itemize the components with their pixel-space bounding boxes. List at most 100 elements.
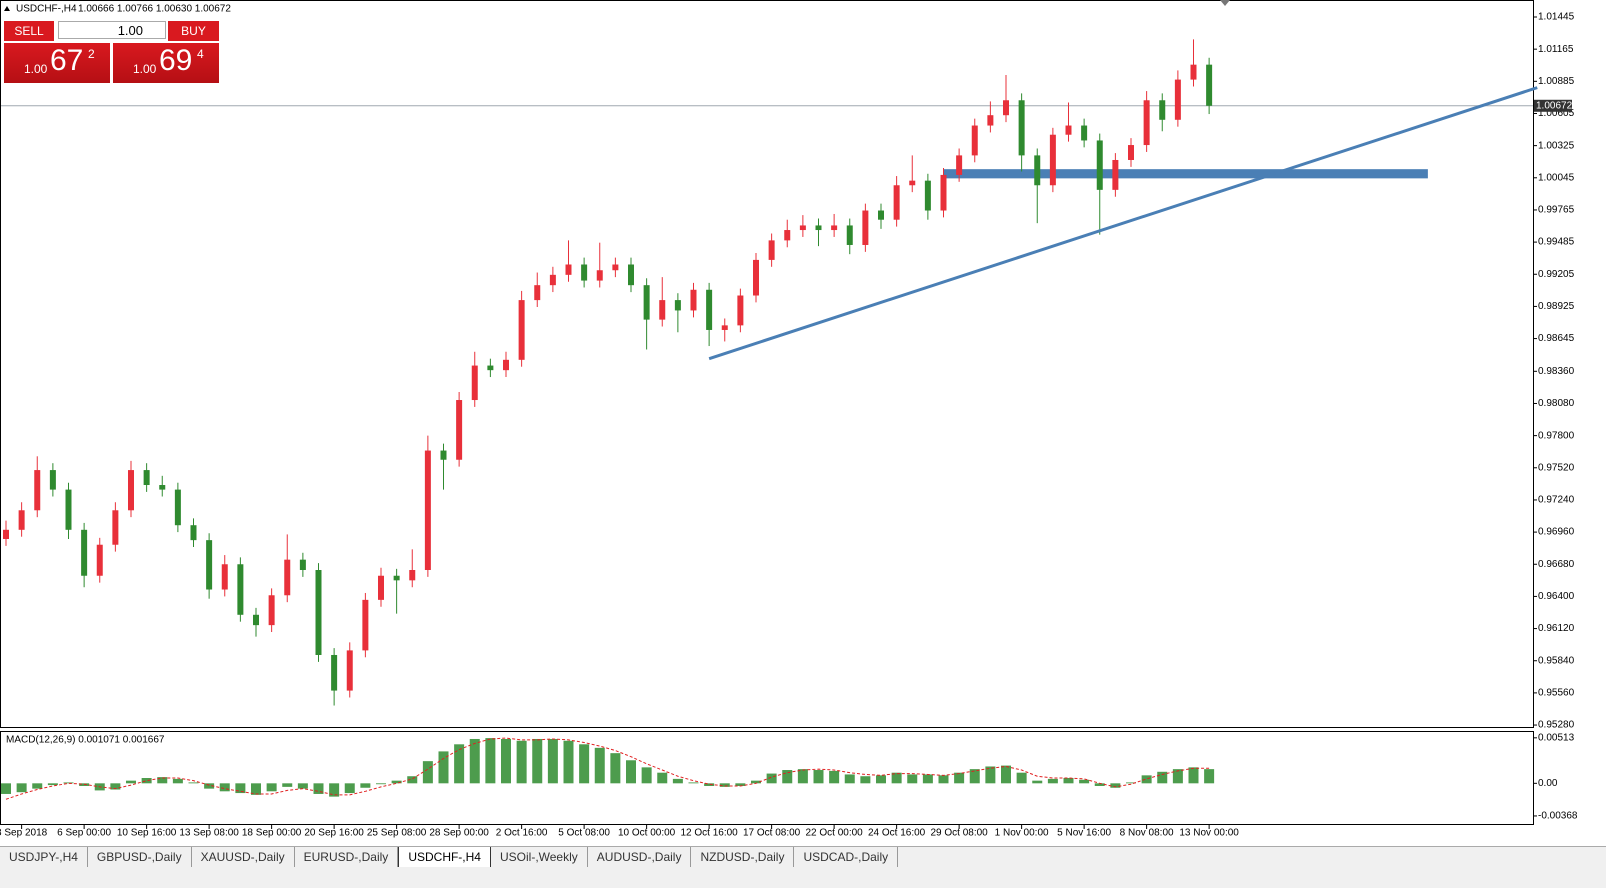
macd-bar — [516, 740, 527, 784]
macd-bar — [797, 769, 808, 784]
x-tick-label: 6 Sep 00:00 — [57, 828, 111, 839]
candle-body — [190, 525, 197, 541]
macd-signal — [5, 737, 1210, 800]
macd-bar — [782, 770, 793, 784]
candle-body — [112, 510, 119, 545]
candle-body — [331, 654, 338, 691]
tab[interactable]: USDCAD-,Daily — [794, 847, 899, 867]
sell-price[interactable]: 1.00 67 2 — [4, 43, 110, 83]
tab[interactable]: USOil-,Weekly — [491, 847, 588, 867]
sell-button[interactable]: SELL — [4, 21, 54, 41]
macd-bar — [766, 773, 777, 784]
y-tick-label: 0.98645 — [1538, 333, 1575, 344]
macd-bar — [985, 766, 996, 784]
price-sup: 2 — [88, 47, 95, 61]
candle-body — [128, 470, 134, 511]
buy-button[interactable]: BUY — [168, 21, 219, 41]
macd-bar — [141, 778, 152, 784]
candle-body — [518, 300, 525, 360]
symbol: USDCHF-,H4 — [16, 4, 77, 15]
price-big: 69 — [159, 44, 193, 77]
candle-body — [1049, 134, 1056, 186]
candle-body — [1003, 100, 1009, 116]
y-tick-label: 0.00513 — [1538, 732, 1575, 743]
macd-bar — [297, 783, 308, 789]
tab[interactable]: EURUSD-,Daily — [295, 847, 399, 867]
candle-body — [1081, 125, 1088, 141]
candle-body — [768, 240, 775, 260]
x-tick-label: 12 Oct 16:00 — [680, 828, 738, 839]
candle-body — [1190, 64, 1197, 80]
macd-bar — [1204, 769, 1215, 784]
trendline — [708, 86, 1538, 361]
tab[interactable]: USDJPY-,H4 — [0, 847, 88, 867]
candle-body — [846, 225, 853, 245]
candle-body — [284, 559, 291, 596]
trade-panel: SELL 1.00 BUY 1.00 67 2 1.00 69 4 — [4, 20, 219, 84]
candle-body — [503, 359, 509, 371]
macd-bar — [876, 775, 886, 784]
candle-body — [1112, 159, 1119, 190]
candle-body — [299, 559, 306, 571]
price-big: 67 — [50, 44, 84, 77]
candle-body — [690, 289, 697, 311]
candle-body — [1018, 100, 1025, 156]
lot-input[interactable]: 1.00 — [58, 21, 166, 39]
y-tick-label: 1.01445 — [1538, 12, 1575, 23]
macd-title: MACD(12,26,9) 0.001071 0.001667 — [6, 735, 165, 746]
buy-price[interactable]: 1.00 69 4 — [113, 43, 219, 83]
macd-bar — [47, 783, 58, 786]
tab[interactable]: XAUUSD-,Daily — [192, 847, 295, 867]
candle-body — [643, 285, 650, 320]
current-price-box — [1534, 99, 1572, 112]
candle-body — [784, 230, 791, 241]
macd-bar — [860, 776, 871, 784]
y-tick-label: 0.97520 — [1538, 462, 1575, 473]
macd-bar — [1079, 779, 1090, 784]
x-tick-label: 2 Oct 16:00 — [496, 828, 548, 839]
candle-body — [612, 264, 619, 271]
y-tick-label: 1.00885 — [1538, 76, 1575, 87]
candle-body — [628, 264, 634, 286]
macd-bar — [469, 738, 480, 784]
y-tick-label: 1.00605 — [1538, 108, 1575, 119]
candle-body — [971, 125, 978, 156]
x-tick-label: 20 Sep 16:00 — [304, 828, 364, 839]
candle-body — [1034, 155, 1041, 186]
price-pane — [0, 0, 1534, 728]
chart-tabs: USDJPY-,H4 GBPUSD-,Daily XAUUSD-,Daily EURU… — [0, 846, 1606, 867]
candle-body — [1174, 79, 1181, 120]
macd-bar — [579, 744, 590, 784]
candle-body — [346, 650, 353, 691]
y-tick-label: 1.00045 — [1538, 172, 1575, 183]
tab[interactable]: AUDUSD-,Daily — [588, 847, 692, 867]
macd-bar — [672, 778, 683, 784]
y-tick-label: 0.99485 — [1538, 237, 1575, 248]
candle-body — [831, 225, 838, 231]
macd-bar — [1141, 775, 1152, 784]
macd-bar — [829, 770, 840, 784]
y-tick-label: 1.01165 — [1538, 44, 1574, 55]
y-tick-label: 0.00 — [1538, 778, 1558, 789]
macd-bar — [1047, 778, 1058, 784]
candle-body — [1128, 145, 1134, 160]
macd-bar — [407, 776, 418, 784]
candle-body — [659, 300, 666, 320]
x-tick-label: 10 Sep 16:00 — [117, 828, 177, 839]
candle-body — [143, 470, 150, 486]
candle-body — [940, 174, 947, 211]
tab[interactable]: USDCHF-,H4 — [398, 847, 491, 867]
macd-bar — [1110, 783, 1121, 788]
tab[interactable]: GBPUSD-,Daily — [88, 847, 192, 867]
y-tick-label: 0.99205 — [1538, 269, 1575, 280]
y-tick-label: 0.99765 — [1538, 205, 1575, 216]
tab[interactable]: NZDUSD-,Daily — [691, 847, 795, 867]
x-tick-label: 29 Oct 08:00 — [930, 828, 988, 839]
macd-bar — [438, 751, 449, 784]
candle-body — [159, 485, 166, 490]
candle-body — [96, 544, 103, 576]
candle-body — [34, 470, 41, 511]
candle-body — [362, 599, 369, 651]
macd-bar — [844, 774, 855, 784]
